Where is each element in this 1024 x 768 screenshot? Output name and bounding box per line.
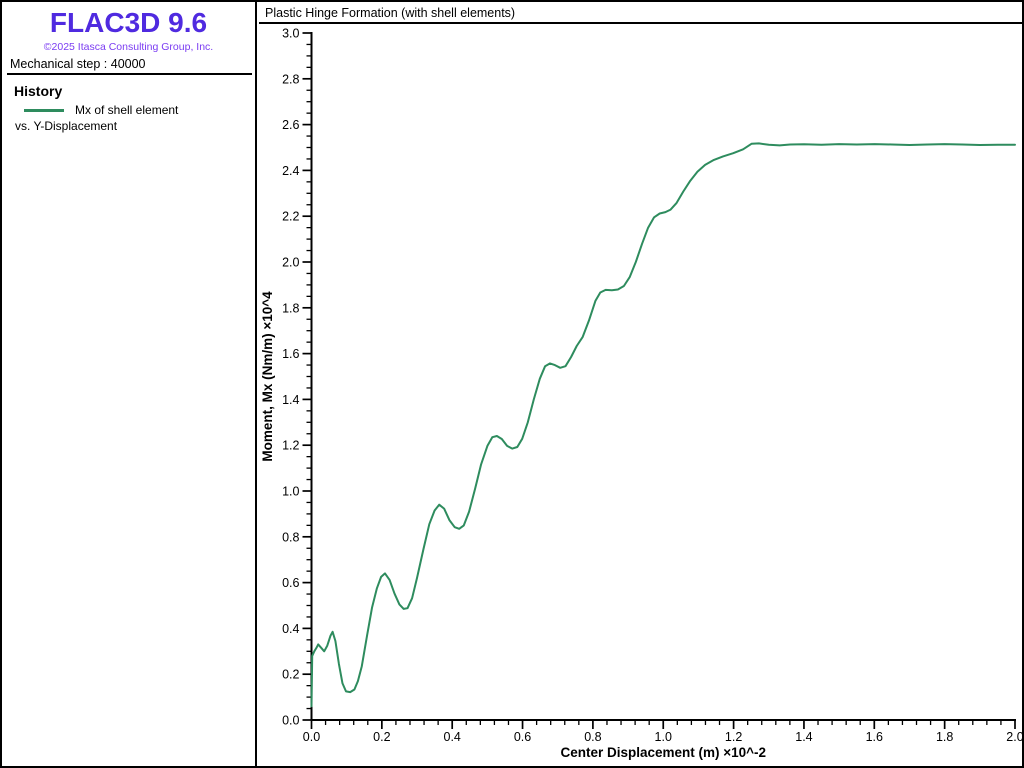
y-tick-label: 0.4	[282, 622, 299, 636]
chart-area: Plastic Hinge Formation (with shell elem…	[259, 2, 1022, 766]
x-tick-label: 1.8	[936, 730, 953, 744]
x-tick-label: 2.0	[1006, 730, 1023, 744]
legend-label-line2: vs. Y-Displacement	[15, 119, 118, 133]
x-tick-label: 0.2	[373, 730, 390, 744]
x-tick-label: 0.4	[444, 730, 461, 744]
y-tick-label: 2.0	[282, 256, 299, 270]
y-tick-label: 0.6	[282, 576, 299, 590]
y-tick-label: 2.8	[282, 72, 299, 86]
mechanical-step-label: Mechanical step : 40000	[10, 57, 146, 71]
y-tick-label: 1.8	[282, 301, 299, 315]
legend-label-line1: Mx of shell element	[75, 103, 179, 117]
y-tick-label: 3.0	[282, 27, 299, 41]
y-tick-label: 0.0	[282, 714, 299, 728]
sidebar-divider	[7, 73, 252, 75]
y-tick-label: 1.6	[282, 347, 299, 361]
history-heading: History	[14, 83, 63, 99]
y-tick-label: 2.6	[282, 118, 299, 132]
series-line-mx-shell-element	[310, 142, 1016, 708]
y-tick-label: 0.2	[282, 668, 299, 682]
sidebar: FLAC3D 9.6 ©2025 Itasca Consulting Group…	[2, 2, 257, 766]
y-tick-label: 1.4	[282, 393, 299, 407]
y-tick-label: 1.2	[282, 439, 299, 453]
x-tick-label: 1.6	[866, 730, 883, 744]
y-tick-label: 0.8	[282, 530, 299, 544]
copyright-text: ©2025 Itasca Consulting Group, Inc.	[43, 41, 214, 53]
x-axis-title: Center Displacement (m) ×10^-2	[560, 745, 766, 760]
app-title: FLAC3D 9.6	[49, 7, 208, 38]
y-tick-label: 1.0	[282, 485, 299, 499]
legend-line-swatch	[24, 109, 64, 112]
y-axis-title: Moment, Mx (Nm/m) ×10^4	[260, 291, 275, 462]
x-tick-label: 1.2	[725, 730, 742, 744]
chart-title: Plastic Hinge Formation (with shell elem…	[259, 2, 1022, 24]
y-tick-label: 2.4	[282, 164, 299, 178]
history-legend: Mx of shell element	[2, 103, 255, 119]
x-tick-label: 1.4	[795, 730, 812, 744]
y-tick-label: 2.2	[282, 210, 299, 224]
x-tick-label: 0.0	[303, 730, 320, 744]
x-tick-label: 0.6	[514, 730, 531, 744]
x-tick-label: 1.0	[655, 730, 672, 744]
x-tick-label: 0.8	[584, 730, 601, 744]
plot-canvas: 0.0 0.2 0.4 0.6 0.8 1.0 1.2 1.4 1.6 1.8 2.0 0.0 0.2 0…	[260, 27, 1023, 761]
